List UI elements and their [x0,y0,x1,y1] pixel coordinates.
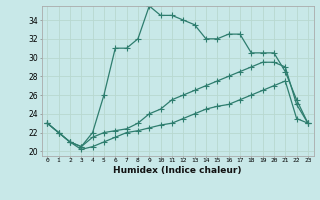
X-axis label: Humidex (Indice chaleur): Humidex (Indice chaleur) [113,166,242,175]
